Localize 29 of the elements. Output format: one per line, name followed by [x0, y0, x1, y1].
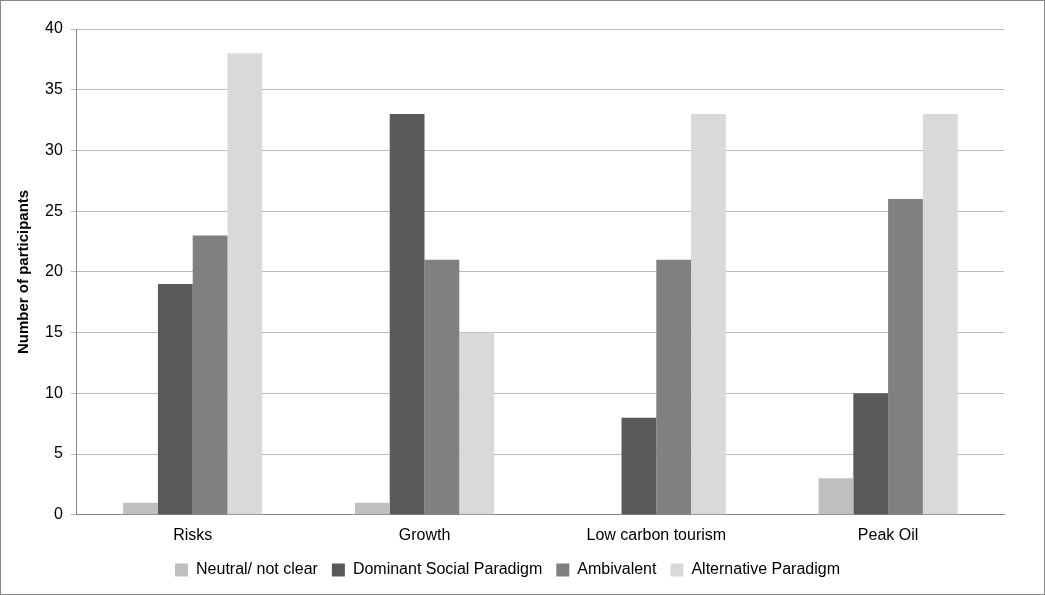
bar	[621, 417, 657, 515]
y-tick-label: 40	[45, 19, 63, 37]
legend-label: Neutral/ not clear	[196, 560, 319, 578]
y-tick-label: 20	[45, 262, 63, 280]
bar	[691, 114, 726, 515]
y-tick-label: 5	[53, 444, 63, 462]
bar	[354, 502, 390, 515]
x-tick-label: Peak Oil	[857, 525, 919, 543]
x-tick-label: Risks	[173, 525, 213, 543]
x-tick-label: Low carbon tourism	[586, 525, 727, 543]
y-axis-title: Number of participants	[14, 189, 32, 354]
y-tick-label: 15	[45, 323, 63, 341]
x-tick-label: Growth	[398, 525, 451, 543]
bar	[389, 114, 425, 515]
bar	[157, 284, 193, 515]
bar	[123, 502, 158, 515]
y-tick-label: 30	[45, 140, 63, 158]
y-tick-label: 10	[45, 383, 63, 401]
legend-label: Alternative Paradigm	[691, 560, 840, 578]
y-tick-label: 0	[53, 505, 63, 523]
bar	[922, 114, 958, 515]
bar	[459, 332, 495, 515]
legend-label: Dominant Social Paradigm	[352, 560, 543, 578]
bar	[853, 393, 889, 515]
y-tick-label: 25	[45, 201, 63, 219]
y-tick-label: 35	[45, 80, 63, 98]
bar	[227, 53, 263, 515]
legend-label: Ambivalent	[577, 560, 657, 578]
bar	[818, 478, 854, 515]
